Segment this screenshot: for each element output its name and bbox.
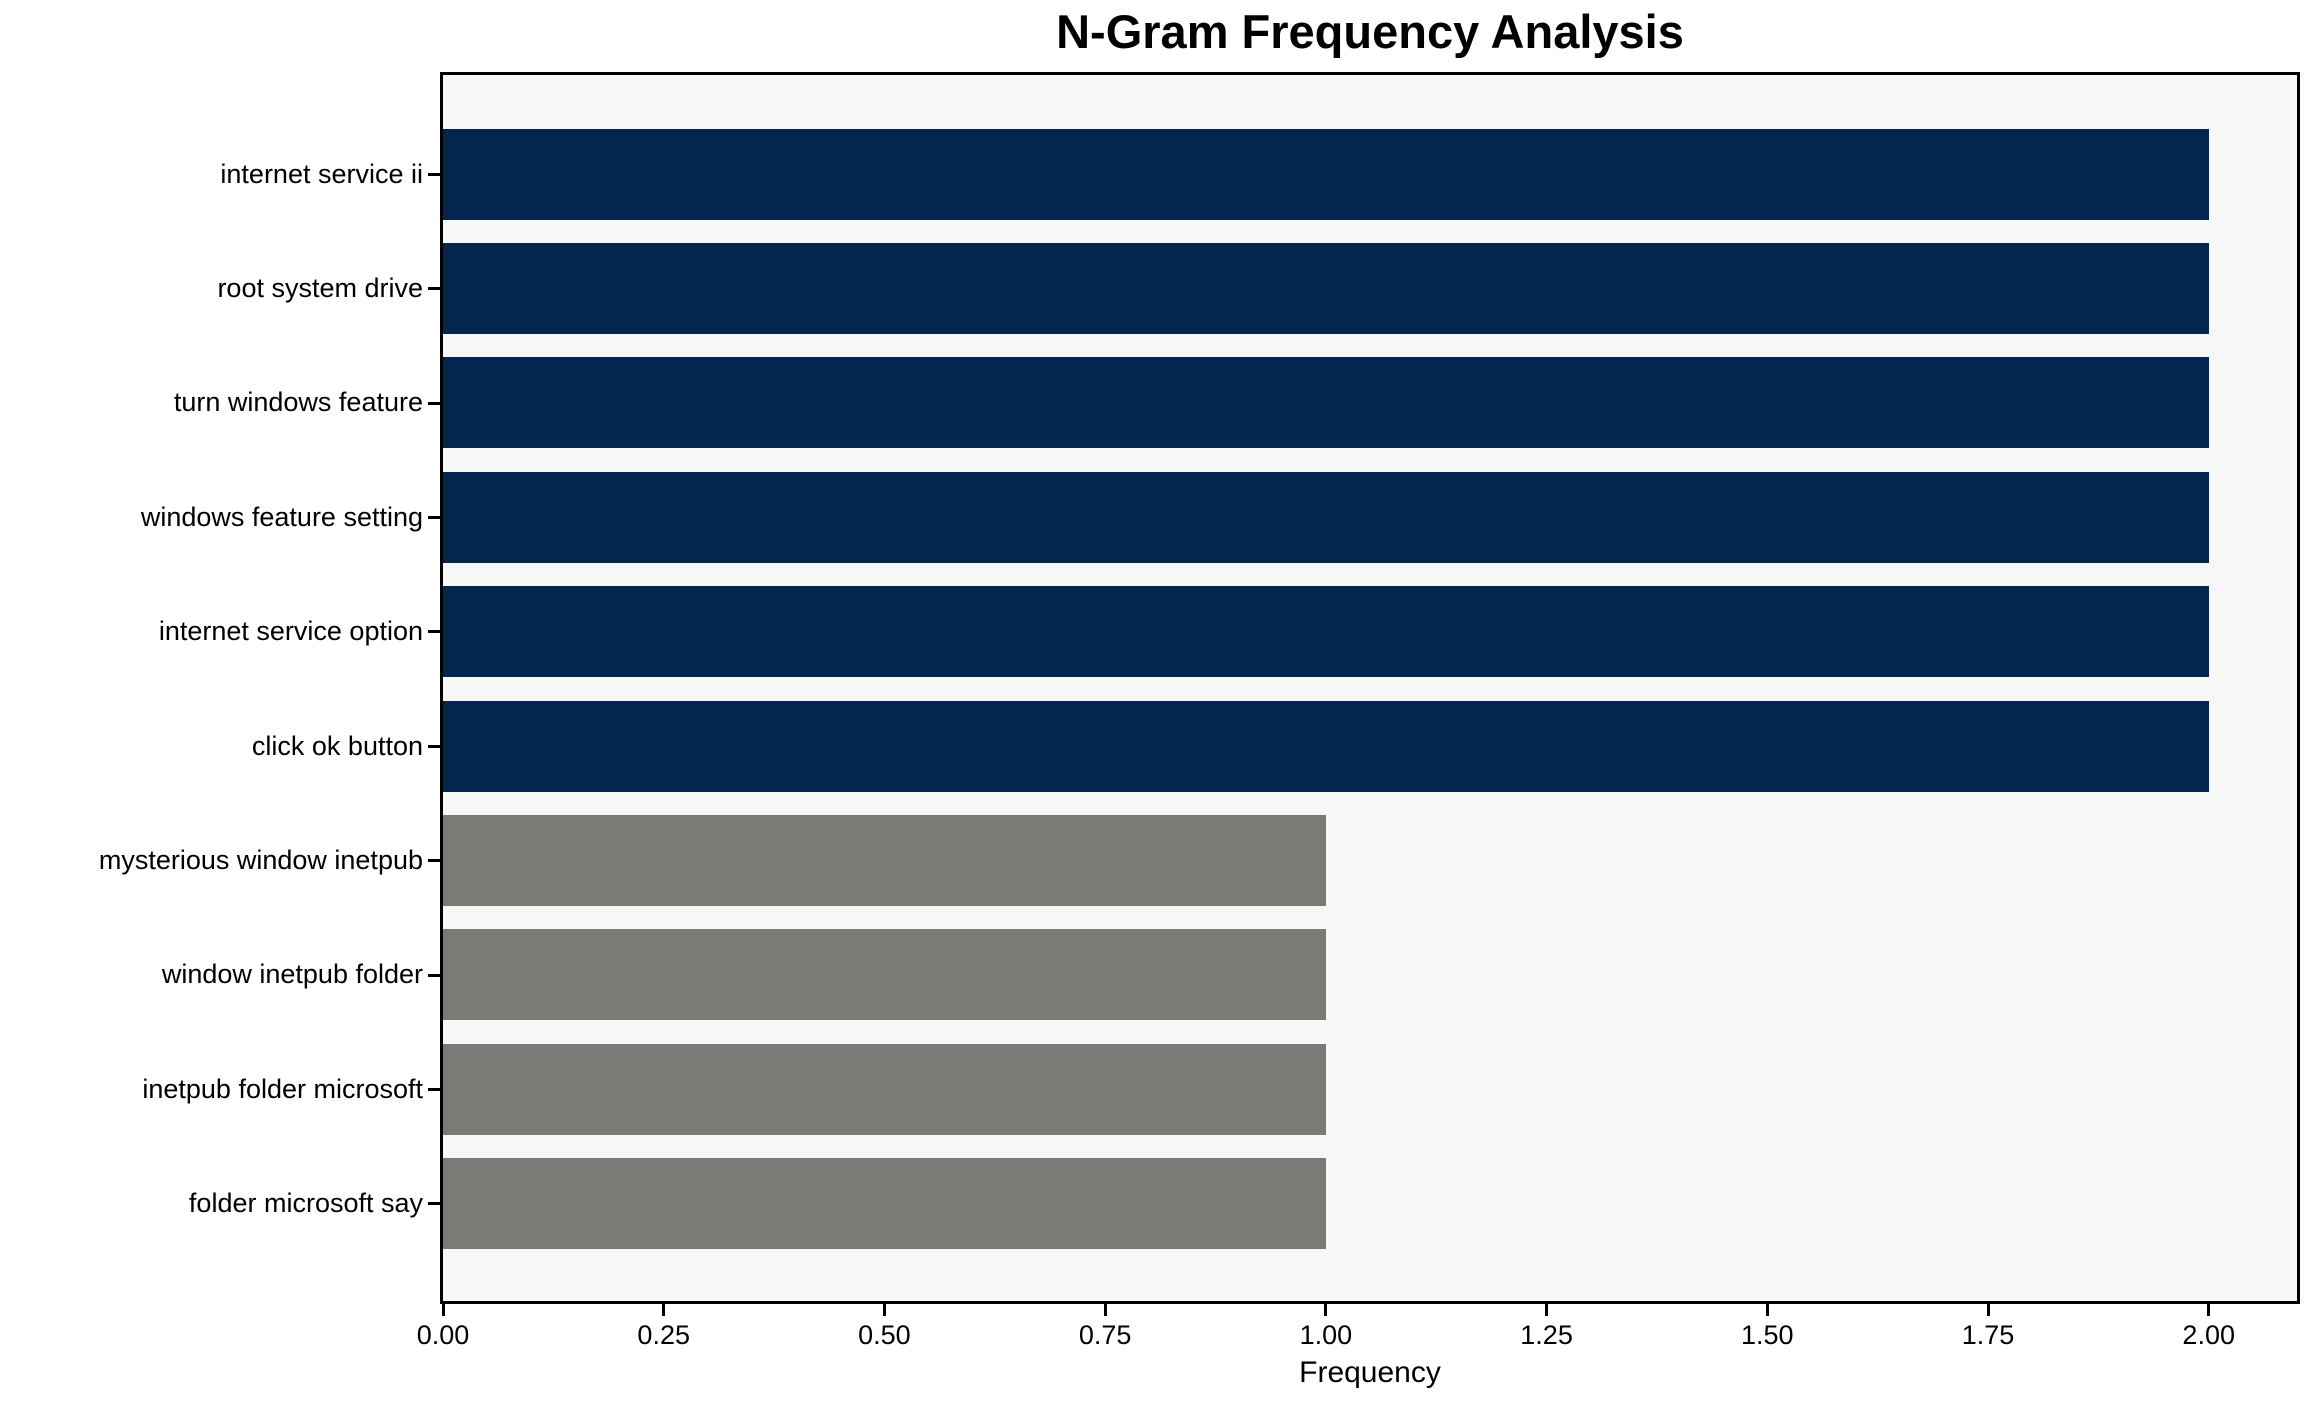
- bar-inetpub-folder-microsoft: [443, 1043, 1326, 1135]
- x-tick-label: 1.25: [1520, 1320, 1573, 1350]
- bar-row: [443, 689, 2297, 803]
- bar-row: [443, 346, 2297, 460]
- x-tick-label: 0.00: [416, 1320, 470, 1350]
- x-tick-mark: [1986, 1304, 1990, 1316]
- y-axis-label: window inetpub folder: [161, 959, 423, 990]
- y-axis-label: root system drive: [217, 273, 423, 304]
- bar-row: [443, 575, 2297, 689]
- bar-root-system-drive: [443, 243, 2209, 335]
- y-axis-labels: internet service ii root system drive turn…: [0, 75, 423, 1301]
- y-tick-mark: [428, 287, 440, 291]
- y-tick-mark: [428, 515, 440, 519]
- x-tick-mark: [1103, 1304, 1107, 1316]
- bar-row: [443, 918, 2297, 1032]
- x-tick-mark: [662, 1304, 666, 1316]
- chart-title: N-Gram Frequency Analysis: [1056, 5, 1684, 58]
- x-tick-label: 0.25: [637, 1320, 690, 1350]
- y-tick-mark: [428, 973, 440, 977]
- x-tick-label: 2.00: [2182, 1320, 2235, 1350]
- x-axis-title: Frequency: [1299, 1356, 1441, 1389]
- bar-window-inetpub-folder: [443, 929, 1326, 1021]
- y-tick-mark: [428, 1087, 440, 1091]
- bar-click-ok-button: [443, 700, 2209, 792]
- y-tick-mark: [428, 1202, 440, 1206]
- bar-row: [443, 1032, 2297, 1146]
- y-label-row: window inetpub folder: [0, 918, 423, 1032]
- y-label-row: internet service ii: [0, 117, 423, 231]
- y-tick-mark: [428, 744, 440, 748]
- bar-windows-feature-setting: [443, 471, 2209, 563]
- y-axis-label: folder microsoft say: [188, 1188, 423, 1219]
- y-axis-label: internet service ii: [220, 158, 423, 189]
- bars-container: [443, 75, 2297, 1301]
- bar-folder-microsoft-say: [443, 1158, 1326, 1250]
- x-tick-mark: [1324, 1304, 1328, 1316]
- bar-mysterious-window-inetpub: [443, 815, 1326, 907]
- y-tick-mark: [428, 401, 440, 405]
- y-label-row: inetpub folder microsoft: [0, 1032, 423, 1146]
- y-axis-label: click ok button: [251, 730, 423, 761]
- y-label-row: folder microsoft say: [0, 1147, 423, 1261]
- y-label-row: internet service option: [0, 575, 423, 689]
- y-tick-mark: [428, 630, 440, 634]
- bar-internet-service-option: [443, 586, 2209, 678]
- x-tick-mark: [1765, 1304, 1769, 1316]
- y-label-row: root system drive: [0, 231, 423, 345]
- x-tick-label: 0.50: [858, 1320, 911, 1350]
- bar-row: [443, 460, 2297, 574]
- y-axis-label: turn windows feature: [173, 387, 423, 418]
- bar-turn-windows-feature: [443, 357, 2209, 449]
- y-label-row: turn windows feature: [0, 346, 423, 460]
- bar-row: [443, 803, 2297, 917]
- y-axis-label: windows feature setting: [140, 501, 423, 532]
- bar-internet-service-ii: [443, 128, 2209, 220]
- x-tick-mark: [882, 1304, 886, 1316]
- bar-row: [443, 1147, 2297, 1261]
- y-label-row: mysterious window inetpub: [0, 803, 423, 917]
- x-tick-label: 1.50: [1741, 1320, 1794, 1350]
- y-axis-label: internet service option: [158, 616, 423, 647]
- x-tick-label: 1.00: [1299, 1320, 1353, 1350]
- x-tick-mark: [2207, 1304, 2211, 1316]
- y-label-row: windows feature setting: [0, 460, 423, 574]
- bar-row: [443, 231, 2297, 345]
- x-tick-mark: [1545, 1304, 1549, 1316]
- bar-row: [443, 117, 2297, 231]
- y-axis-label: inetpub folder microsoft: [142, 1073, 423, 1104]
- y-tick-mark: [428, 172, 440, 176]
- y-axis-label: mysterious window inetpub: [98, 845, 423, 876]
- y-label-row: click ok button: [0, 689, 423, 803]
- x-tick-label: 0.75: [1078, 1320, 1132, 1350]
- x-tick-mark: [441, 1304, 445, 1316]
- x-tick-label: 1.75: [1961, 1320, 2015, 1350]
- y-tick-mark: [428, 859, 440, 863]
